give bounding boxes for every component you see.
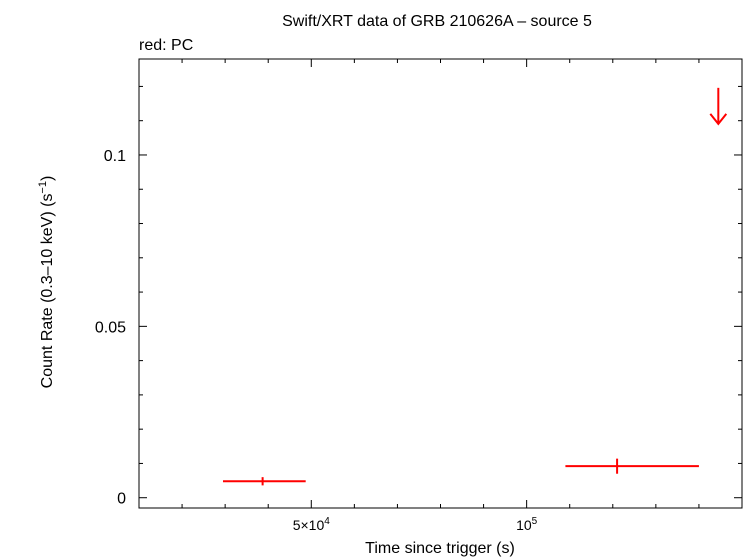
data-point [565, 458, 699, 474]
x-tick-label: 5×104 [293, 516, 331, 533]
y-tick-label: 0.05 [95, 319, 126, 336]
y-axis-label-main: Count Rate (0.3–10 keV) (s [39, 194, 56, 389]
axis-ticks [139, 59, 742, 508]
chart-title: Swift/XRT data of GRB 210626A – source 5 [282, 13, 592, 30]
y-axis-label-end: ) [39, 176, 56, 181]
x-tick-labels: 5×104 105 [293, 516, 538, 533]
data-marks [222, 87, 728, 486]
y-tick-label: 0 [117, 491, 126, 508]
y-axis-label: Count Rate (0.3–10 keV) (s−1) [37, 176, 56, 389]
x-tick-label-exp: 4 [324, 516, 330, 527]
x-tick-label-exp: 5 [532, 516, 538, 527]
y-tick-labels: 0 0.05 0.1 [95, 148, 126, 508]
x-axis-label: Time since trigger (s) [365, 540, 515, 557]
y-tick-label: 0.1 [104, 148, 126, 165]
y-axis-label-sup: −1 [37, 181, 49, 194]
chart-subtitle: red: PC [139, 37, 193, 54]
x-tick-label: 105 [516, 516, 538, 533]
upper-limit [709, 87, 728, 126]
plot-frame [138, 58, 743, 509]
x-tick-label-base: 10 [516, 517, 532, 533]
data-point [222, 477, 306, 486]
upper-limit-arrowhead [709, 113, 728, 126]
x-tick-label-base: 5×10 [293, 517, 325, 533]
